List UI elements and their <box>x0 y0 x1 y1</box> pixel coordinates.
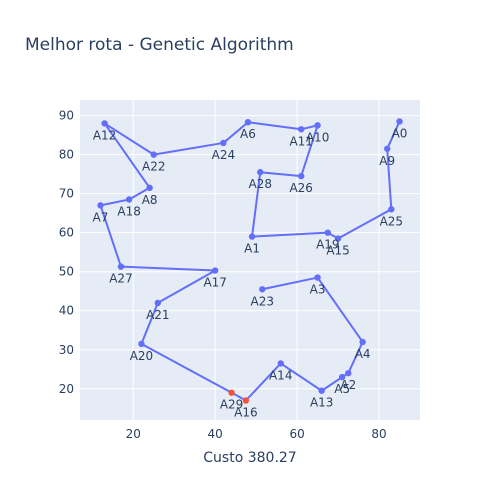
x-tick-label: 80 <box>371 427 386 441</box>
x-tick-label: 20 <box>126 427 141 441</box>
y-tick-label: 70 <box>59 187 74 201</box>
x-axis-label: Custo 380.27 <box>203 450 296 466</box>
x-tick-label: 60 <box>289 427 304 441</box>
point-label-a15: A15 <box>326 244 349 258</box>
route-point-a2 <box>345 369 352 377</box>
route-point-a3 <box>314 274 321 281</box>
point-label-a0: A0 <box>392 126 408 140</box>
route-point-a9 <box>384 145 391 152</box>
point-label-a13: A13 <box>310 396 333 410</box>
route-point-a13 <box>318 387 325 394</box>
route-point-a27 <box>117 263 125 270</box>
point-label-a23: A23 <box>251 294 274 308</box>
route-point-a22 <box>150 151 157 158</box>
point-label-a14: A14 <box>269 368 292 382</box>
x-tick-label: 40 <box>208 427 223 441</box>
route-point-a7 <box>97 202 104 209</box>
route-point-a10 <box>314 122 321 129</box>
point-label-a27: A27 <box>109 272 132 286</box>
point-label-a1: A1 <box>244 242 260 256</box>
route-point-a26 <box>298 172 305 180</box>
route-point-a17 <box>211 267 219 274</box>
route-point-a1 <box>248 233 256 240</box>
point-label-a4: A4 <box>355 347 371 361</box>
route-point-a20 <box>138 340 145 348</box>
route-point-a11 <box>298 126 305 133</box>
route-point-a16 <box>242 397 250 404</box>
route-point-a6 <box>244 119 252 126</box>
point-label-a29: A29 <box>220 398 243 412</box>
point-label-a12: A12 <box>93 128 116 142</box>
route-point-a8 <box>146 184 153 192</box>
route-point-a15 <box>334 235 342 242</box>
route-point-a21 <box>154 299 162 307</box>
route-point-a5 <box>338 373 346 381</box>
route-point-a23 <box>259 286 266 293</box>
point-label-a11: A11 <box>289 134 312 148</box>
route-point-a4 <box>359 338 366 346</box>
y-tick-label: 40 <box>59 304 74 318</box>
chart-title: Melhor rota - Genetic Algorithm <box>25 35 294 55</box>
point-label-a17: A17 <box>203 276 226 290</box>
route-point-a24 <box>220 139 227 147</box>
point-label-a20: A20 <box>130 349 153 363</box>
point-label-a2: A2 <box>340 378 356 392</box>
point-label-a5: A5 <box>334 382 350 396</box>
point-label-a9: A9 <box>379 154 395 168</box>
y-tick-label: 30 <box>59 343 74 357</box>
point-label-a7: A7 <box>93 210 109 224</box>
point-label-a22: A22 <box>142 160 165 174</box>
plot-background <box>80 100 420 420</box>
point-label-a24: A24 <box>212 148 235 162</box>
point-label-a3: A3 <box>310 283 326 297</box>
y-tick-label: 60 <box>59 226 74 240</box>
y-tick-label: 20 <box>59 382 74 396</box>
y-tick-label: 90 <box>59 109 74 123</box>
point-label-a10: A10 <box>306 130 329 144</box>
route-point-a12 <box>101 120 108 127</box>
point-label-a28: A28 <box>248 177 271 191</box>
route-point-a29 <box>228 389 235 396</box>
route-line <box>99 121 401 402</box>
point-label-a21: A21 <box>146 308 169 322</box>
y-tick-label: 80 <box>59 148 74 162</box>
route-points <box>97 118 403 404</box>
point-label-a25: A25 <box>380 214 403 228</box>
point-label-a6: A6 <box>240 127 256 141</box>
route-point-a0 <box>396 118 403 125</box>
y-tick-label: 50 <box>59 265 74 279</box>
route-point-a19 <box>324 229 332 236</box>
point-label-a18: A18 <box>117 205 140 219</box>
point-label-a8: A8 <box>142 193 158 207</box>
route-point-a28 <box>257 168 264 176</box>
point-label-a26: A26 <box>289 181 312 195</box>
route-point-a25 <box>388 206 395 213</box>
grid <box>80 100 420 420</box>
point-label-a19: A19 <box>316 238 339 252</box>
axis-ticks: 20 40 60 80 20 30 40 50 60 70 80 90 <box>59 109 387 441</box>
route-point-a14 <box>277 360 284 367</box>
route-point-a18 <box>125 196 133 203</box>
point-label-a16: A16 <box>234 405 257 419</box>
